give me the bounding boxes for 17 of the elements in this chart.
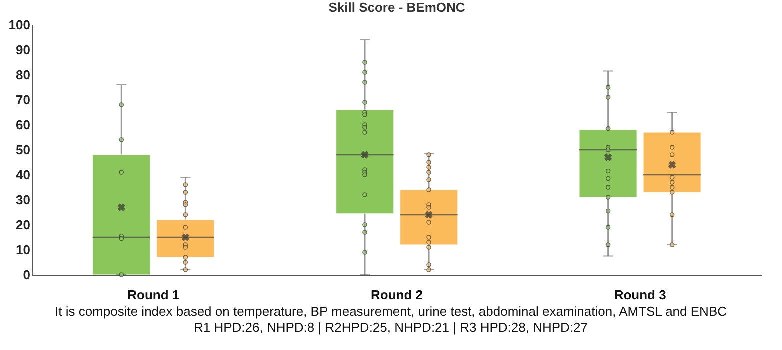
y-tick-label: 30 [16, 192, 30, 208]
chart-title: Skill Score - BEmONC [328, 0, 466, 15]
y-tick-label: 100 [8, 18, 30, 32]
y-tick-label: 40 [16, 168, 30, 182]
y-tick-label: 60 [16, 118, 30, 132]
y-tick-label: 20 [16, 218, 30, 232]
x-tick-label: Round 3 [614, 288, 666, 302]
x-tick-label: Round 1 [128, 288, 180, 302]
x-tick-label: Round 2 [371, 288, 423, 302]
text: R1 HPD:26, NHPD:8 | R2HPD:25, NHPD:21 | R3 HPD:28, NHPD:27 [193, 320, 589, 336]
y-tick-label: 50 [16, 142, 30, 158]
y-tick-label: 90 [16, 42, 30, 58]
y-tick-label: 80 [16, 68, 30, 82]
y-tick-label: 0 [23, 268, 30, 282]
y-tick-label: 10 [16, 242, 30, 258]
text: It is composite index based on temperature, BP measurement, urine test, abdominal examination, AMTSL and ENBC [54, 304, 728, 320]
y-tick-label: 70 [16, 92, 30, 108]
